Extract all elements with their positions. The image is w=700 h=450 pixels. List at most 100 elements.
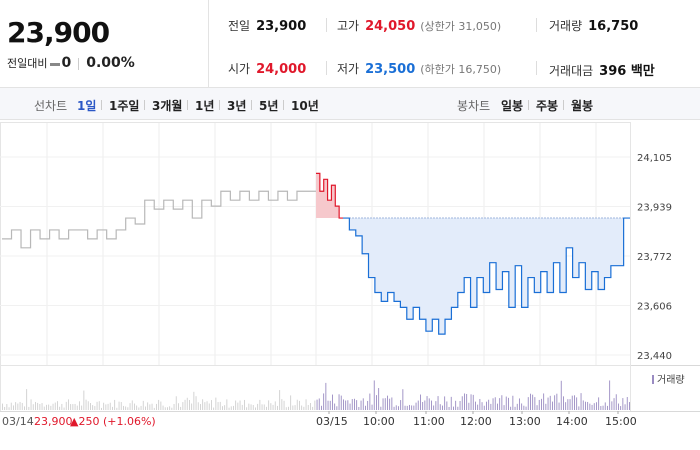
volume-bar [208, 403, 210, 410]
volume-bar [206, 401, 208, 410]
volume-bar [307, 404, 309, 410]
divider [78, 58, 80, 70]
volume-bar [569, 399, 571, 410]
period-5y[interactable]: 5년 [259, 99, 279, 113]
volume-bar [151, 403, 153, 410]
volume-bar [114, 399, 116, 410]
volume-bar [215, 397, 217, 410]
volume-bar [186, 397, 188, 410]
y-tick-label: 23,772 [637, 252, 672, 263]
period-1d[interactable]: 1일 [77, 99, 97, 113]
volume-bar [398, 406, 399, 410]
volume-bar [43, 406, 45, 410]
volume-bar [325, 382, 327, 410]
period-3y[interactable]: 3년 [227, 99, 247, 113]
volume-bar [560, 380, 562, 410]
volume-bar [184, 399, 186, 410]
volume-bar [360, 400, 362, 410]
volume-bar [292, 405, 294, 410]
volume-bar [338, 394, 340, 410]
volume-bar [512, 395, 514, 410]
volume-bar [153, 407, 155, 410]
price-box: 23,900 전일대비 0 0.00% [0, 0, 209, 88]
change-value: 0 [61, 55, 72, 71]
volume-bar [318, 398, 320, 410]
stat-label: 저가 [337, 62, 360, 76]
volume-bar [211, 400, 212, 410]
volume-bar [391, 397, 393, 410]
volume-bar [549, 395, 551, 410]
volume-bar [543, 393, 545, 410]
period-1y[interactable]: 1년 [195, 99, 215, 113]
volume-legend-label: 거래량 [657, 374, 685, 386]
volume-bar [195, 396, 197, 410]
volume-bar [589, 403, 591, 410]
volume-bar [145, 406, 146, 410]
volume-bar [578, 406, 580, 410]
volume-bar [32, 404, 34, 410]
candle-weekly[interactable]: 주봉 [536, 99, 559, 113]
volume-bar [255, 407, 256, 410]
volume-bar [98, 401, 100, 410]
volume-bar [380, 406, 382, 410]
volume-bar [303, 406, 305, 410]
period-1w[interactable]: 1주일 [109, 99, 140, 113]
period-3m[interactable]: 3개월 [152, 99, 183, 113]
volume-bar [200, 404, 201, 410]
volume-bar [125, 406, 127, 410]
volume-bar [169, 406, 171, 410]
volume-bar [596, 402, 597, 410]
volume-bar [521, 403, 523, 410]
x-tick-label: 10:00 [363, 415, 395, 428]
period-10y[interactable]: 10년 [291, 99, 319, 113]
down-price-line [343, 217, 630, 335]
volume-bar [109, 402, 111, 410]
volume-bar [202, 399, 204, 410]
volume-bar [30, 399, 32, 410]
volume-bar [270, 403, 272, 410]
volume-bar [457, 406, 459, 410]
volume-bar [615, 394, 617, 410]
volume-bar [237, 402, 239, 410]
volume-bar [523, 405, 525, 410]
volume-bar [431, 400, 432, 410]
volume-bar [585, 401, 586, 410]
volume-bar [103, 402, 105, 410]
volume-bar [547, 397, 549, 410]
volume-bar [527, 397, 529, 410]
divider [563, 100, 564, 110]
volume-bar [79, 401, 80, 410]
divider [101, 100, 102, 110]
volume-bar [136, 405, 138, 410]
volume-bar [316, 399, 318, 410]
line-chart-label: 선차트 [34, 99, 68, 113]
volume-bar [395, 405, 397, 410]
volume-bar [327, 400, 329, 410]
candle-monthly[interactable]: 월봉 [571, 99, 594, 113]
volume-bar [362, 398, 364, 410]
price-lines [2, 172, 630, 335]
volume-bar [387, 395, 388, 410]
volume-bar [191, 403, 193, 410]
volume-bar [499, 398, 501, 410]
intraday-price-chart[interactable]: 24,105 23,939 23,772 23,606 23,440 03/15 10:0… [0, 120, 700, 450]
volume-bar [404, 405, 406, 410]
candle-daily[interactable]: 일봉 [501, 99, 524, 113]
volume-bar [490, 403, 492, 410]
volume-bar [378, 388, 380, 410]
volume-bar [281, 399, 283, 410]
volume-bar [70, 404, 72, 410]
volume-bar [26, 389, 28, 410]
volume-bar [470, 394, 472, 410]
volume-bar [219, 401, 221, 410]
volume-bar [233, 405, 234, 410]
change-percent: 0.00% [86, 55, 135, 71]
volume-bar [116, 407, 118, 410]
volume-bar [164, 407, 166, 410]
volume-bar [510, 406, 512, 410]
volume-bar [10, 402, 12, 410]
current-price: 23,900 [7, 16, 110, 49]
volume-bar [46, 404, 47, 410]
y-tick-label: 23,606 [637, 302, 672, 313]
stat-value: 23,900 [256, 19, 307, 34]
